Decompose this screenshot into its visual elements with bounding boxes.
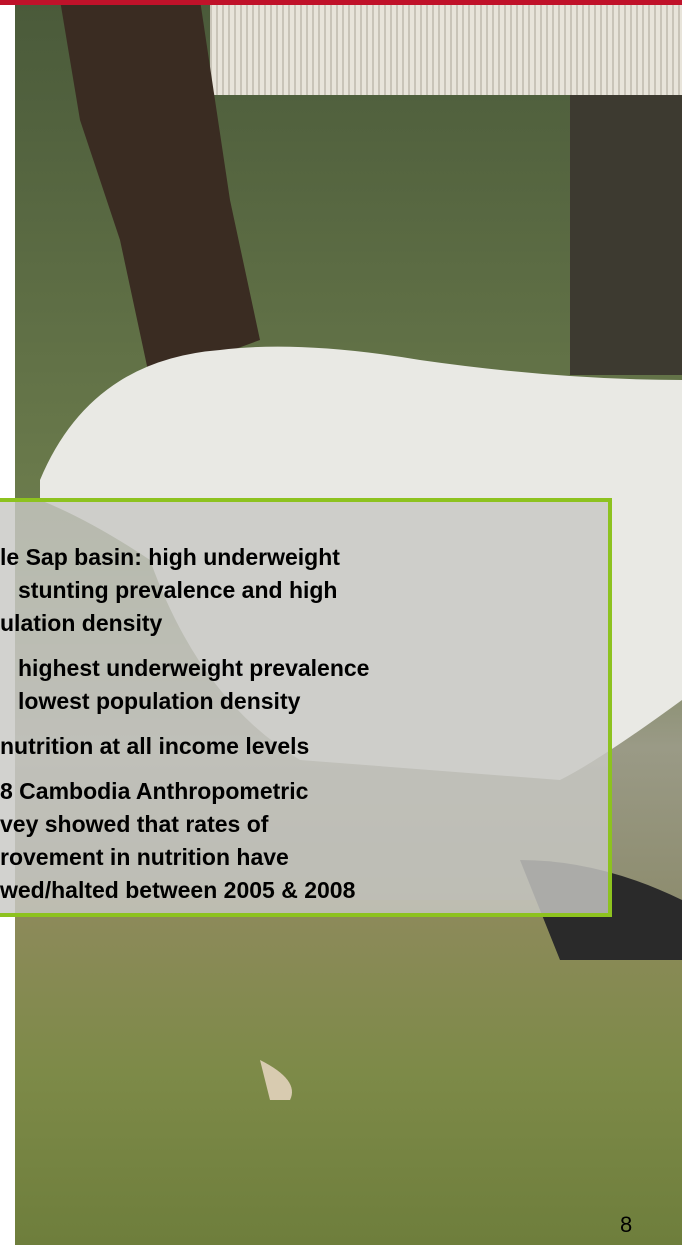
bullet-line: rovement in nutrition have	[0, 844, 289, 870]
page-number: 8	[620, 1212, 632, 1237]
bullet-line: wed/halted between 2005 & 2008	[0, 877, 356, 903]
page: le Sap basin: high underweight stunting p…	[0, 0, 682, 1245]
bullet-line: le Sap basin: high underweight	[0, 544, 340, 570]
bullet-line: lowest population density	[18, 688, 301, 714]
bullet-line: nutrition at all income levels	[0, 733, 309, 759]
bullet-line: ulation density	[0, 610, 163, 636]
top-bar	[0, 0, 682, 5]
slide: le Sap basin: high underweight stunting p…	[0, 0, 682, 1245]
bullet-line: highest underweight prevalence	[18, 655, 369, 681]
bullet-line: vey showed that rates of	[0, 811, 269, 837]
bullet-line: stunting prevalence and high	[18, 577, 337, 603]
bullet-line: 8 Cambodia Anthropometric	[0, 778, 309, 804]
